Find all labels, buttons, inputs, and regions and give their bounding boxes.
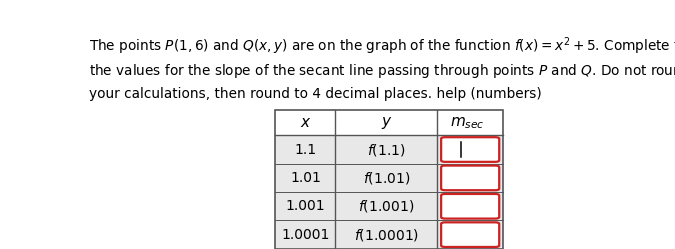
- FancyBboxPatch shape: [441, 166, 500, 190]
- Text: $m_{\mathregular{sec}}$: $m_{\mathregular{sec}}$: [450, 115, 485, 131]
- Text: the values for the slope of the secant line passing through points $P$ and $Q$. : the values for the slope of the secant l…: [88, 62, 675, 79]
- Text: The points $P(1, 6)$ and $Q(x, y)$ are on the graph of the function $f(x) = x^2 : The points $P(1, 6)$ and $Q(x, y)$ are o…: [88, 36, 675, 57]
- Text: $x$: $x$: [300, 115, 311, 130]
- Text: 1.1: 1.1: [294, 142, 317, 157]
- FancyBboxPatch shape: [441, 222, 500, 247]
- Text: $f(1.1)$: $f(1.1)$: [367, 141, 406, 158]
- Text: $f(1.0001)$: $f(1.0001)$: [354, 227, 419, 243]
- FancyBboxPatch shape: [441, 137, 500, 162]
- FancyBboxPatch shape: [441, 194, 500, 219]
- Text: your calculations, then round to 4 decimal places. help (numbers): your calculations, then round to 4 decim…: [88, 87, 541, 101]
- Text: 1.0001: 1.0001: [281, 228, 329, 242]
- Text: $y$: $y$: [381, 115, 392, 131]
- Text: $f(1.01)$: $f(1.01)$: [362, 170, 410, 186]
- Text: 1.001: 1.001: [286, 199, 325, 213]
- Text: 1.01: 1.01: [290, 171, 321, 185]
- Text: $f(1.001)$: $f(1.001)$: [358, 198, 414, 214]
